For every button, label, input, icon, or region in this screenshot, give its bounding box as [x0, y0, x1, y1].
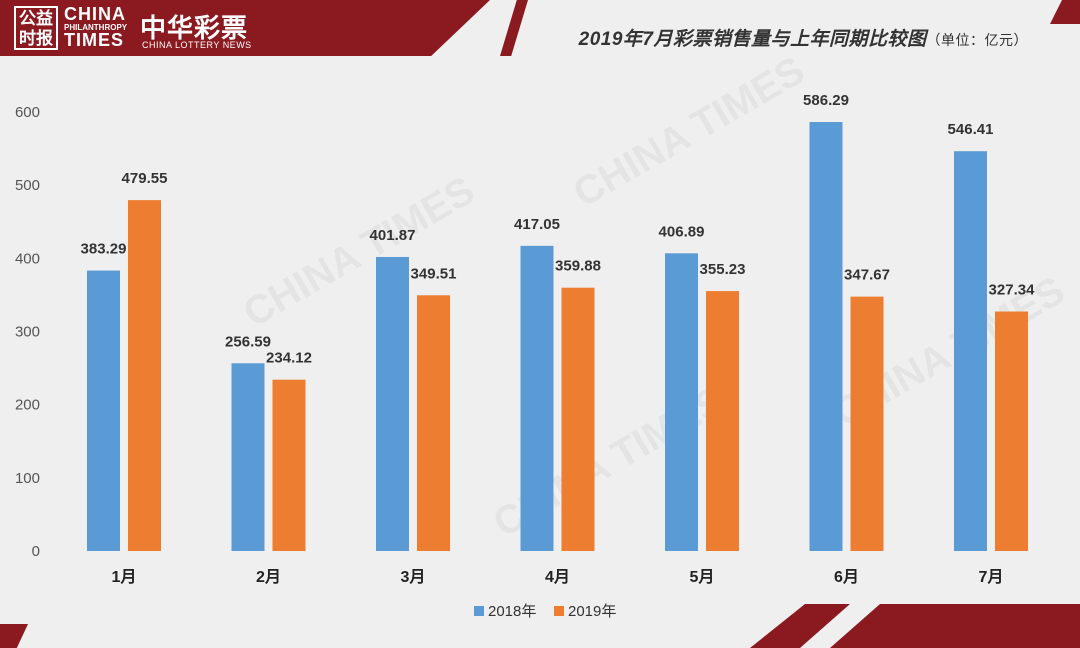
chart-title-main: 2019年7月彩票销售量与上年同期比较图: [578, 29, 927, 50]
legend: 2018年 2019年: [474, 603, 616, 620]
bar: [561, 287, 595, 551]
data-label: 586.29: [803, 92, 849, 109]
logo-times-text: TIMES: [64, 30, 125, 50]
x-tick-label: 5月: [690, 568, 715, 586]
data-label: 546.41: [948, 121, 994, 138]
logo-main-text: CHINA: [64, 4, 126, 24]
data-label: 359.88: [555, 258, 601, 275]
data-label: 234.12: [266, 350, 312, 367]
data-label: 417.05: [514, 216, 560, 233]
legend-swatch: [474, 606, 484, 616]
brand-en: CHINA LOTTERY NEWS: [142, 40, 252, 50]
bar: [417, 295, 450, 551]
y-tick-label: 0: [32, 543, 40, 560]
bar: [231, 363, 265, 551]
seal-logo: 公益 时报: [14, 6, 58, 50]
y-tick-label: 200: [15, 397, 40, 414]
bar: [272, 379, 306, 551]
y-tick-label: 500: [15, 177, 40, 194]
data-label: 401.87: [370, 227, 416, 244]
bar: [809, 122, 843, 551]
brand-banner: [0, 0, 490, 56]
bar: [128, 200, 161, 551]
data-label: 327.34: [989, 281, 1036, 298]
brand-cn: 中华彩票: [140, 13, 249, 43]
bar: [520, 245, 554, 552]
bar: [954, 151, 987, 551]
china-philanthropy-times-logo: CHINA PHILANTHROPY TIMES: [64, 4, 128, 50]
x-tick-label: 2月: [256, 568, 281, 586]
data-label: 479.55: [122, 170, 168, 187]
legend-label: 2019年: [568, 603, 616, 620]
data-label: 256.59: [225, 333, 271, 350]
y-tick-label: 400: [15, 250, 40, 267]
bar: [87, 270, 120, 551]
bottom-stripe: [750, 604, 850, 648]
bar: [376, 256, 409, 551]
bar: [706, 291, 739, 551]
x-tick-label: 4月: [545, 568, 570, 586]
y-axis: 0 100 200 300 400 500 600: [15, 104, 40, 560]
legend-label: 2018年: [488, 603, 536, 620]
data-label: 406.89: [659, 223, 705, 240]
chart-title: 2019年7月彩票销售量与上年同期比较图（单位：亿元）: [579, 24, 1028, 51]
bottom-stripes: [750, 604, 1080, 648]
data-label: 383.29: [81, 241, 127, 258]
header-banner: 公益 时报 CHINA PHILANTHROPY TIMES 中华彩票 CHINA…: [0, 0, 1080, 56]
bottom-stripe: [830, 604, 1080, 648]
bars: [87, 122, 1028, 552]
x-tick-label: 3月: [401, 568, 426, 586]
y-tick-label: 100: [15, 470, 40, 487]
y-tick-label: 300: [15, 324, 40, 341]
legend-swatch: [554, 606, 564, 616]
data-label: 347.67: [844, 267, 890, 284]
y-tick-label: 600: [15, 104, 40, 121]
chart-title-unit: （单位：亿元）: [926, 32, 1028, 48]
x-tick-label: 7月: [979, 568, 1004, 586]
x-axis: 1月 2月 3月 4月 5月 6月 7月: [112, 568, 1004, 586]
x-tick-label: 6月: [834, 568, 859, 586]
logo-sub-text: PHILANTHROPY: [64, 23, 128, 32]
data-label: 349.51: [411, 265, 457, 282]
bar: [665, 253, 698, 551]
bar: [995, 311, 1028, 551]
bar: [850, 296, 884, 551]
x-tick-label: 1月: [112, 568, 137, 586]
data-label: 355.23: [700, 261, 746, 278]
